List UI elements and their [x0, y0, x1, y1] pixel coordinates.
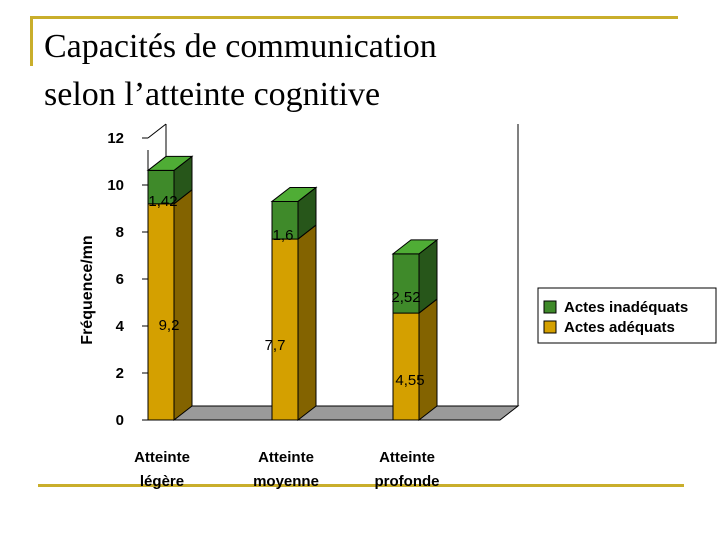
bar-front-adequate: [392, 312, 420, 421]
y-axis-title: Fréquence/mn: [79, 235, 96, 344]
x-category-label-line1: Atteinte: [379, 449, 435, 466]
x-category-label-line2: profonde: [375, 473, 440, 490]
bar-front-adequate: [147, 203, 175, 421]
legend-box: [537, 287, 717, 344]
bar-top-cap: [270, 186, 318, 202]
decorative-left-rule: [30, 16, 33, 66]
decorative-bottom-rule: [38, 484, 684, 487]
bar-front-inadequate: [147, 169, 175, 205]
y-tick-label: 2: [116, 365, 124, 382]
legend-label: Actes adéquats: [564, 319, 675, 336]
x-category-label-line2: moyenne: [253, 473, 319, 490]
decorative-top-rule: [30, 16, 678, 19]
bar-side-adequate: [173, 188, 193, 422]
x-category-label-line1: Atteinte: [134, 449, 190, 466]
y-tick-label: 6: [116, 271, 124, 288]
data-label: 9,2: [159, 317, 180, 334]
y-tick-label: 8: [116, 224, 124, 241]
legend-swatch: [543, 320, 557, 334]
x-category-label-line2: légère: [140, 473, 184, 490]
data-label: 4,55: [395, 372, 424, 389]
y-tick-label: 10: [107, 177, 124, 194]
bar-top-cap: [146, 155, 194, 171]
legend-label: Actes inadéquats: [564, 299, 688, 316]
y-tick-label: 4: [116, 318, 125, 335]
x-category-label-line1: Atteinte: [258, 449, 314, 466]
slide-title-line-2: selon l’atteinte cognitive: [44, 76, 381, 113]
bar-top-cap: [391, 239, 439, 255]
data-label: 1,6: [273, 227, 294, 244]
data-label: 2,52: [391, 289, 420, 306]
bar-side-adequate: [297, 224, 317, 422]
y-tick-label: 12: [107, 130, 124, 147]
bar-side-adequate: [418, 298, 438, 422]
slide-title-line-1: Capacités de communication: [44, 28, 437, 65]
y-tick-label: 0: [116, 412, 124, 429]
data-label: 7,7: [265, 337, 286, 354]
data-label: 1,42: [148, 193, 177, 210]
y-tick-depth-line: [147, 123, 167, 139]
legend-swatch: [543, 300, 557, 314]
chart-floor: [146, 405, 520, 421]
bar-front-adequate: [271, 238, 299, 421]
bar-front-inadequate: [271, 200, 299, 240]
